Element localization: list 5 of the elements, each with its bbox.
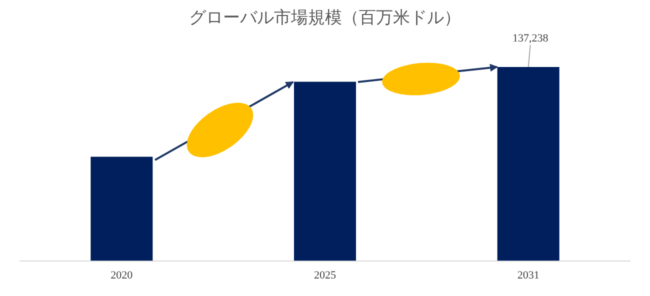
data-label: 137,238 bbox=[512, 32, 549, 44]
x-tick-label: 2031 bbox=[517, 269, 540, 282]
chart-title: グローバル市場規模（百万米ドル） bbox=[188, 7, 462, 29]
x-tick-label: 2025 bbox=[314, 269, 336, 282]
x-tick-label: 2020 bbox=[110, 269, 134, 282]
